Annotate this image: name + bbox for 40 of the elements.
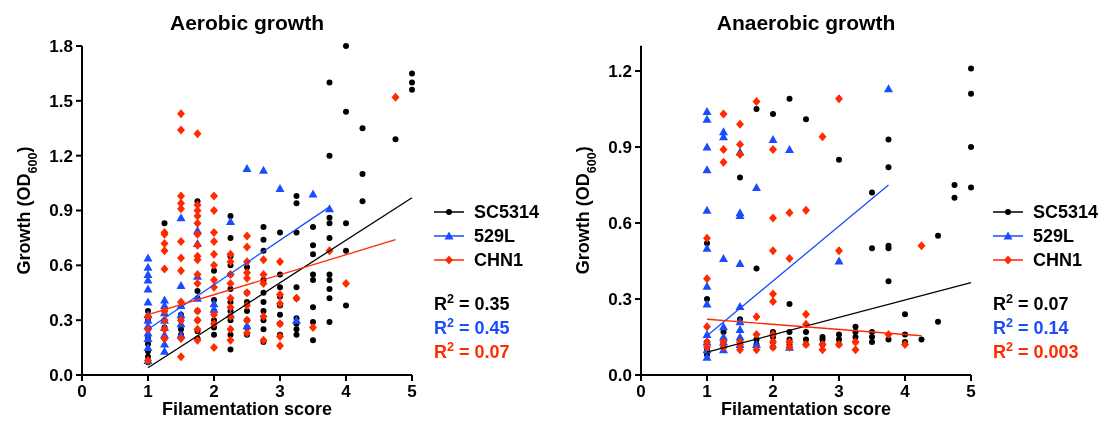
legend-label: 529L: [1033, 226, 1075, 247]
x-tick-label: 4: [900, 382, 911, 401]
x-axis-title: Filamentation score: [720, 399, 892, 419]
text: 0.0: [49, 365, 73, 385]
y-tick-label: 0.9: [49, 201, 73, 221]
x-tick-label: 2: [209, 382, 219, 401]
y-tick-label: 0.3: [49, 311, 73, 331]
x-tick-label: 5: [966, 382, 976, 401]
x-axis-title: Filamentation score: [161, 399, 333, 419]
x-tick-label: 2: [768, 382, 778, 401]
x-tick-label: 5: [407, 382, 417, 401]
text: R$^{2}$ = 0.45: [434, 316, 510, 339]
x-tick-label: 1: [702, 382, 712, 401]
chart-title: Aerobic growth: [169, 11, 325, 34]
y-tick-label: 1.2: [49, 146, 73, 166]
y-tick-label: 0.6: [608, 213, 632, 233]
legend-label: CHN1: [474, 250, 524, 271]
text: R$^{2}$ = 0.14: [993, 316, 1069, 339]
legend-label: CHN1: [1033, 250, 1083, 271]
text: R$^{2}$ = 0.35: [434, 292, 510, 315]
chart-title: Anaerobic growth: [716, 11, 896, 34]
text: R$^{2}$ = 0.003: [993, 340, 1079, 363]
y-tick-label: 1.5: [49, 91, 73, 111]
x-tick-label: 0: [77, 382, 87, 401]
y-tick-label: 0.3: [608, 289, 632, 309]
x-tick-label: 0: [636, 382, 646, 401]
legend-label: 529L: [474, 226, 516, 247]
legend-label: SC5314: [1033, 202, 1099, 223]
text: 0.0: [608, 365, 632, 385]
x-tick-label: 1: [143, 382, 153, 401]
legend-label: SC5314: [474, 202, 540, 223]
y-tick-label: 0.6: [49, 256, 73, 276]
y-tick-label: 0.9: [608, 137, 632, 157]
y-tick-label: 1.2: [608, 61, 632, 81]
text: R$^{2}$ = 0.07: [993, 292, 1069, 315]
y-tick-label: 1.8: [49, 36, 73, 56]
x-tick-label: 3: [834, 382, 844, 401]
text: R$^{2}$ = 0.07: [434, 340, 510, 363]
x-tick-label: 3: [275, 382, 285, 401]
x-tick-label: 4: [341, 382, 352, 401]
